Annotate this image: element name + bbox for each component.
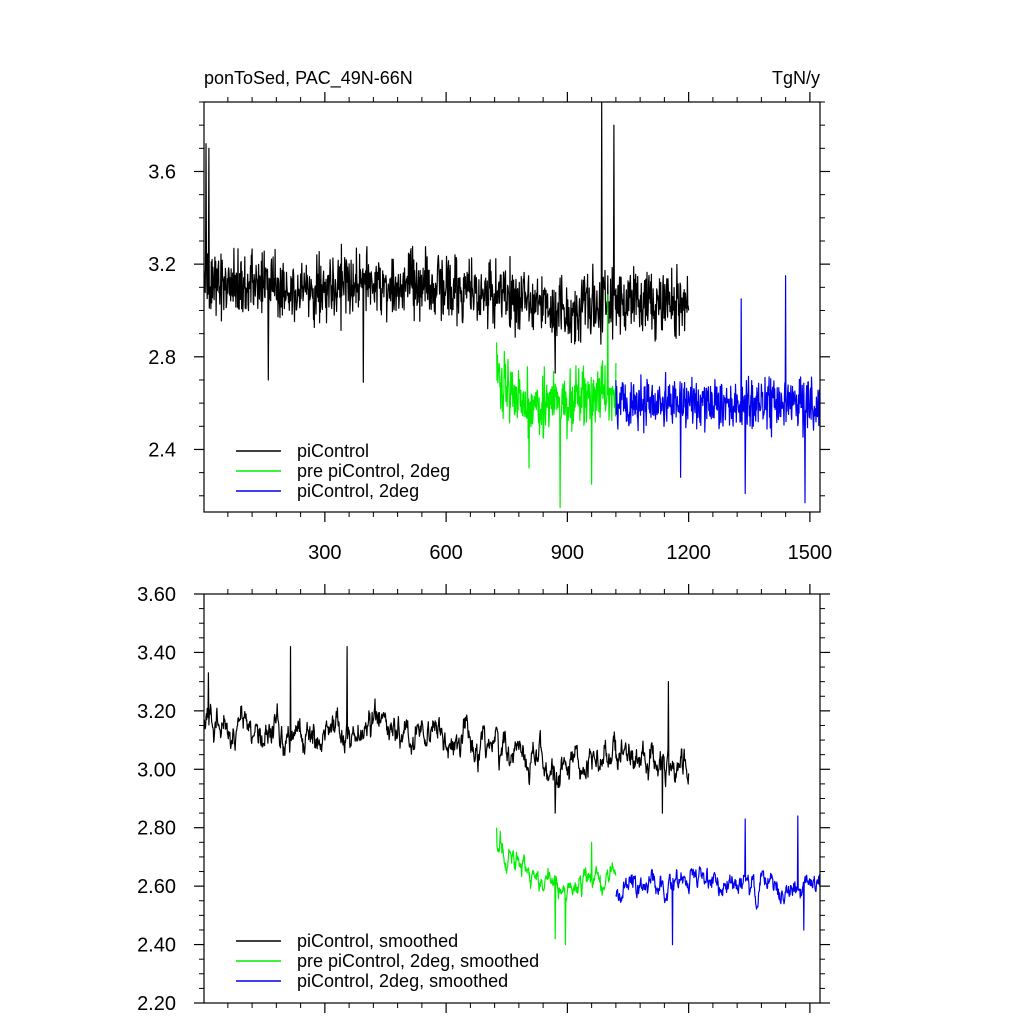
x-tick-label: 300 [308, 542, 341, 564]
legend-label: pre piControl, 2deg, smoothed [297, 951, 539, 971]
y-tick-label: 3.2 [148, 254, 176, 276]
series-line-1 [204, 646, 690, 814]
x-tick-label: 600 [429, 542, 462, 564]
y-tick-label: 3.20 [137, 701, 176, 723]
legend-label: piControl, smoothed [297, 931, 458, 951]
y-tick-label: 2.60 [137, 876, 176, 898]
chart-title-left: ponToSed, PAC_49N-66N [204, 68, 413, 89]
series-line-1 [204, 102, 690, 383]
x-tick-label: 1500 [788, 542, 833, 564]
y-tick-label: 3.00 [137, 759, 176, 781]
y-tick-label: 3.60 [137, 584, 176, 606]
y-tick-label: 2.4 [148, 439, 176, 461]
legend-label: piControl, 2deg [297, 481, 419, 501]
legend-label: pre piControl, 2deg [297, 461, 450, 481]
y-tick-label: 2.40 [137, 935, 176, 957]
series-line-2 [496, 827, 617, 946]
top-line-chart: 300 600 900 1200 1500 2.4 2.8 3.2 3.6 piControlpr… [148, 92, 832, 564]
series-line-3 [615, 815, 820, 946]
bottom-smoothed-line-chart: 2.20 2.40 2.60 2.80 3.00 3.20 3.40 3.60 piContro… [137, 584, 830, 1015]
x-tick-label: 1200 [666, 542, 711, 564]
x-tick-label: 900 [551, 542, 584, 564]
legend-label: piControl, 2deg, smoothed [297, 971, 508, 991]
y-tick-label: 2.80 [137, 818, 176, 840]
y-tick-label: 2.20 [137, 993, 176, 1015]
series-line-3 [615, 275, 820, 504]
y-tick-label: 2.8 [148, 347, 176, 369]
y-tick-label: 3.6 [148, 161, 176, 183]
chart-units-label: TgN/y [772, 68, 820, 88]
plot-frame [203, 101, 821, 513]
y-tick-label: 3.40 [137, 642, 176, 664]
legend-label: piControl [297, 441, 369, 461]
series-line-2 [496, 293, 617, 508]
